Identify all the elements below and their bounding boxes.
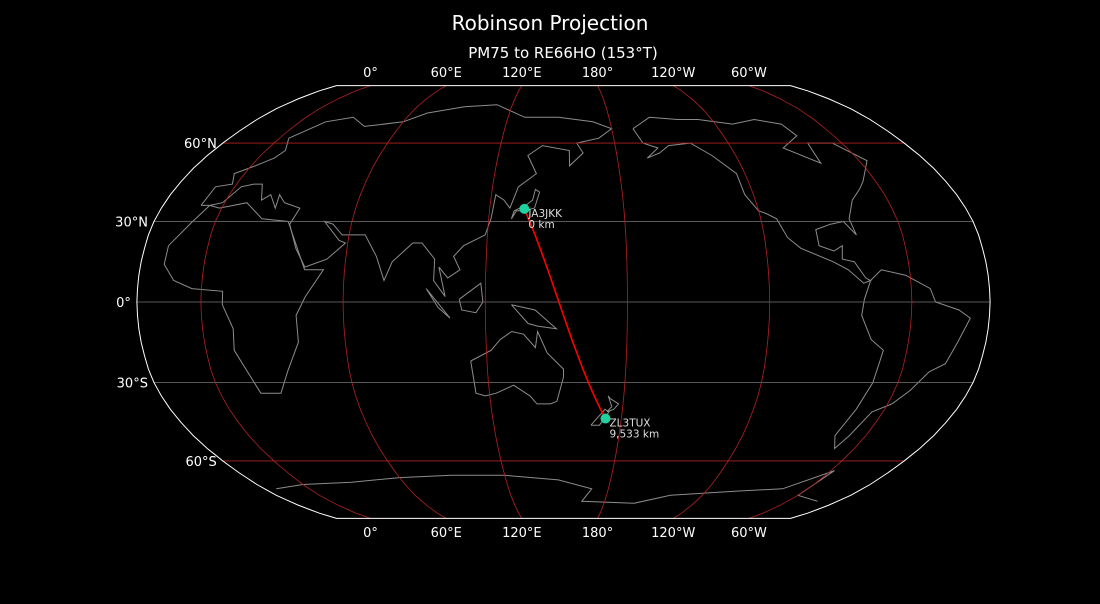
map-subtitle: PM75 to RE66HO (153°T) bbox=[468, 44, 658, 62]
meridian-label-bottom: 120°E bbox=[502, 526, 542, 541]
parallel-label: 60°N bbox=[184, 137, 217, 152]
coastline bbox=[834, 269, 971, 450]
coastline bbox=[511, 304, 558, 330]
meridian-label-top: 120°W bbox=[651, 66, 695, 81]
meridian-line bbox=[342, 85, 447, 519]
station-distance: 0 km bbox=[528, 219, 554, 231]
coastline bbox=[458, 282, 484, 314]
coastline bbox=[425, 288, 451, 319]
station-callsign: JA3JKK bbox=[527, 208, 563, 220]
meridian-label-bottom: 60°W bbox=[731, 526, 767, 541]
great-circle-path bbox=[523, 208, 607, 419]
station-marker bbox=[600, 413, 611, 424]
parallel-label: 0° bbox=[116, 296, 131, 311]
graticule bbox=[136, 85, 991, 519]
meridian-label-bottom: 60°E bbox=[431, 526, 462, 541]
map-outline bbox=[136, 85, 991, 519]
parallel-label: 30°S bbox=[117, 376, 148, 391]
meridian-label-top: 0° bbox=[363, 66, 378, 81]
coastline bbox=[276, 470, 835, 504]
meridian-line bbox=[672, 85, 771, 519]
meridian-label-bottom: 0° bbox=[363, 526, 378, 541]
map-title: Robinson Projection bbox=[452, 11, 649, 35]
coastlines bbox=[163, 104, 971, 504]
meridian-label-top: 60°W bbox=[731, 66, 767, 81]
meridian-label-bottom: 120°W bbox=[651, 526, 695, 541]
meridian-line bbox=[748, 85, 913, 519]
graticule-labels: 0° 0° 60°E 60°E 120°E 120°E 180° 180° 120°W 120°W… bbox=[115, 66, 767, 541]
coastline bbox=[163, 202, 325, 394]
meridian-label-bottom: 180° bbox=[582, 526, 613, 541]
parallel-label: 30°N bbox=[115, 216, 148, 231]
meridian-line bbox=[597, 85, 628, 519]
station-distance: 9,533 km bbox=[609, 429, 659, 441]
meridian-label-top: 60°E bbox=[431, 66, 462, 81]
station-marker bbox=[519, 203, 530, 214]
coastline bbox=[470, 329, 564, 405]
meridian-label-top: 180° bbox=[582, 66, 613, 81]
meridian-label-top: 120°E bbox=[502, 66, 542, 81]
station-callsign: ZL3TUX bbox=[609, 418, 650, 430]
meridian-line bbox=[484, 85, 523, 519]
coastline bbox=[606, 395, 620, 413]
meridian-line bbox=[200, 85, 371, 519]
coastline bbox=[590, 408, 610, 426]
coastline bbox=[200, 104, 613, 297]
parallel-label: 60°S bbox=[186, 455, 217, 470]
coastline bbox=[632, 116, 872, 284]
